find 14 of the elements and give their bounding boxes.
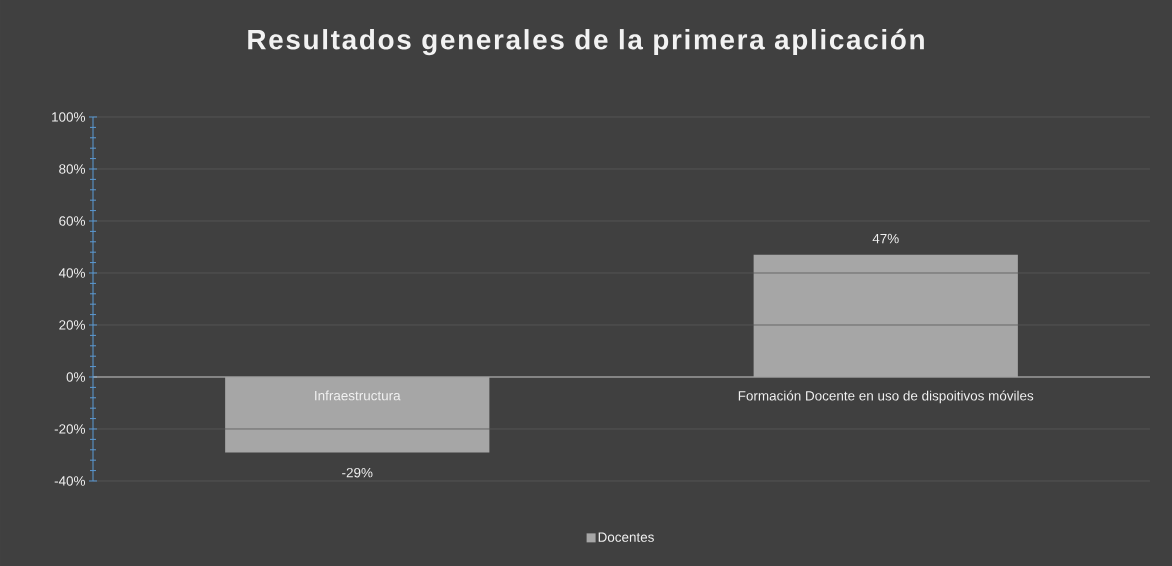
y-tick-label: 60% [59, 216, 86, 226]
y-tick-label: 80% [59, 164, 86, 174]
data-label: -29% [342, 467, 373, 478]
y-tick-label: -40% [54, 476, 86, 486]
x-tick-label: Formación Docente en uso de dispoitivos móviles [738, 390, 1034, 404]
chart-title: Resultados generales de la primera aplicación [248, 28, 924, 56]
y-tick-label: 100% [52, 112, 86, 122]
y-tick-label: -20% [54, 424, 86, 434]
data-label: 47% [872, 233, 899, 244]
y-tick-label: 20% [59, 320, 86, 330]
x-tick-label: Infraestructura [315, 390, 401, 401]
y-tick-label: 40% [58, 268, 86, 278]
legend-label: Docentes [598, 532, 654, 542]
y-tick-label: 0% [66, 372, 86, 382]
